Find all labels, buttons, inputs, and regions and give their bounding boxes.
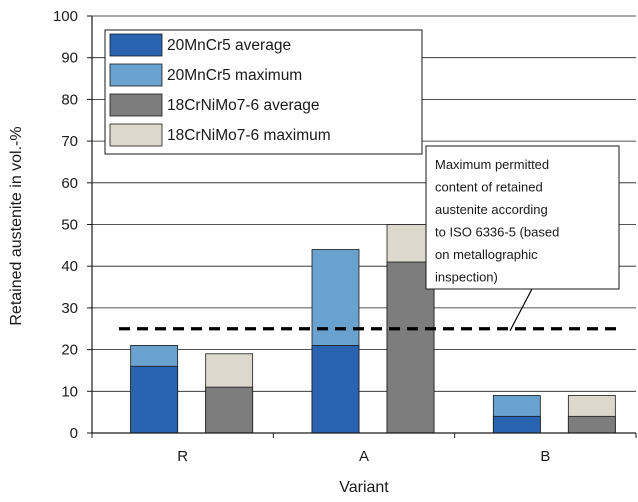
reference-line-group <box>119 288 622 332</box>
legend-swatch <box>109 123 163 147</box>
legend: 20MnCr5 average 20MnCr5 maximum 18CrNiMo7-… <box>104 29 423 155</box>
bar-18CrNiMo7-6-average-B <box>567 415 616 434</box>
legend-swatch <box>109 63 163 87</box>
axes <box>87 15 637 438</box>
bar-20MnCr5-average-A <box>311 345 360 434</box>
y-tick-label: 90 <box>61 50 78 67</box>
annotation-line: Maximum permitted <box>435 157 549 172</box>
legend-label: 18CrNiMo7-6 maximum <box>167 127 331 144</box>
bar-18CrNiMo7-6-average-A <box>386 261 435 434</box>
y-tick-label: 30 <box>61 300 78 317</box>
annotation-leader <box>509 288 533 332</box>
legend-label: 18CrNiMo7-6 average <box>167 97 320 114</box>
bar-18CrNiMo7-6-average-R <box>205 386 254 434</box>
legend-swatch <box>109 93 163 117</box>
y-tick-label: 60 <box>61 175 78 192</box>
annotation-line: content of retained <box>435 180 543 195</box>
annotation-line: inspection) <box>435 270 498 285</box>
annotation-box <box>425 145 620 290</box>
bar-20MnCr5-average-B <box>492 415 541 434</box>
y-tick-label: 70 <box>61 133 78 150</box>
y-tick-label: 80 <box>61 91 78 108</box>
y-tick-label: 20 <box>61 342 78 359</box>
reference-annotation: Maximum permitted content of retained aust… <box>425 145 620 290</box>
x-tick-label: B <box>540 448 550 465</box>
annotation-line: austenite according <box>435 202 548 217</box>
y-tick-label: 10 <box>61 383 78 400</box>
annotation-line: to ISO 6336-5 (based <box>435 225 559 240</box>
bar-20MnCr5-average-R <box>130 365 179 434</box>
y-tick-label: 100 <box>53 8 78 25</box>
legend-swatch <box>109 33 163 57</box>
annotation-line: on metallographic <box>435 247 538 262</box>
x-tick-label: R <box>177 448 188 465</box>
legend-label: 20MnCr5 average <box>167 37 291 54</box>
y-tick-label: 50 <box>61 217 78 234</box>
x-tick-label: A <box>359 448 369 465</box>
tick-labels: 0 10 20 30 40 50 60 70 80 90 100 R A B <box>53 8 550 465</box>
x-axis-title: Variant <box>339 479 389 496</box>
y-tick-label: 40 <box>61 258 78 275</box>
legend-label: 20MnCr5 maximum <box>167 67 302 84</box>
y-tick-label: 0 <box>70 425 78 442</box>
y-axis-title: Retained austenite in vol.-% <box>8 126 25 325</box>
